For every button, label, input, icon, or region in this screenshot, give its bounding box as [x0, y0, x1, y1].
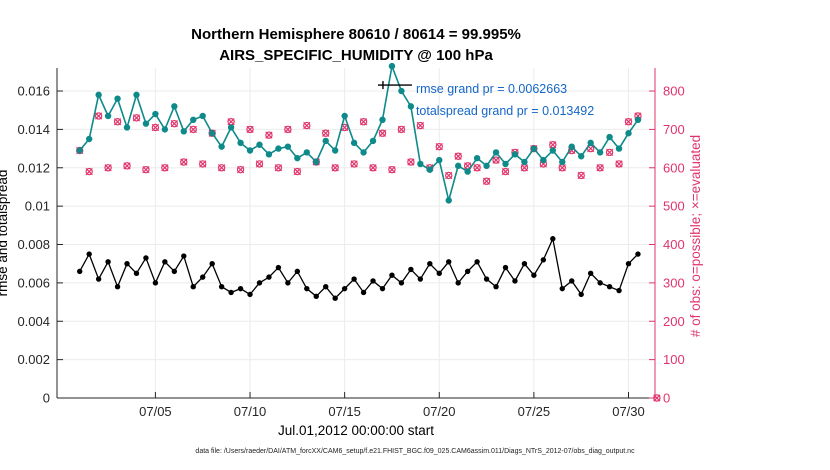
gridlines: [57, 68, 655, 399]
x-axis-label: Jul.01,2012 00:00:00 start: [277, 423, 435, 438]
left-tick-label: 0.004: [17, 314, 50, 329]
series-obs_possible: [76, 112, 661, 402]
left-tick-label: 0.006: [17, 275, 50, 290]
axes: 0 0.002 0.004 0.006 0.008 0.01 0.012 0.014 0.016…: [17, 68, 685, 419]
annotation-rmse-grand: rmse grand pr = 0.0062663: [415, 82, 568, 97]
series-totalspread: [76, 62, 642, 204]
right-tick-label: 400: [663, 237, 685, 252]
x-tick-label: 07/10: [234, 404, 267, 419]
right-tick-label: 200: [663, 314, 685, 329]
x-tick-label: 07/05: [139, 404, 172, 419]
right-tick-label: 500: [663, 199, 685, 214]
left-tick-label: 0.008: [17, 237, 50, 252]
data-file-caption: data file: /Users/raeder/DAI/ATM_forcXX/…: [195, 448, 635, 455]
right-tick-label: 0: [663, 391, 670, 406]
plot-title-line2: AIRS_SPECIFIC_HUMIDITY @ 100 hPa: [219, 47, 493, 64]
left-tick-label: 0.016: [17, 84, 50, 99]
right-tick-label: 600: [663, 160, 685, 175]
right-tick-label: 100: [663, 352, 685, 367]
x-tick-label: 07/25: [518, 404, 551, 419]
right-tick-label: 300: [663, 275, 685, 290]
x-tick-label: 07/20: [423, 404, 456, 419]
annotation-totalspread-grand: totalspread grand pr = 0.013492: [415, 104, 595, 119]
plot-title-line1: Northern Hemisphere 80610 / 80614 = 99.9…: [191, 26, 521, 43]
x-tick-label: 07/15: [328, 404, 361, 419]
left-tick-label: 0: [43, 391, 50, 406]
series-rmse: [77, 236, 641, 301]
left-tick-label: 0.012: [17, 160, 50, 175]
left-tick-label: 0.002: [17, 352, 50, 367]
left-tick-label: 0.014: [17, 122, 50, 137]
right-tick-label: 700: [663, 122, 685, 137]
left-tick-label: 0.01: [25, 199, 50, 214]
right-axis-label: # of obs: o=possible; ×=evaluated: [688, 134, 703, 338]
x-tick-label: 07/30: [612, 404, 645, 419]
right-tick-label: 800: [663, 84, 685, 99]
peak-annotation-connector: [377, 81, 412, 90]
series-obs_evaluated: [76, 112, 661, 402]
left-axis-label: rmse and totalspread: [0, 169, 10, 297]
